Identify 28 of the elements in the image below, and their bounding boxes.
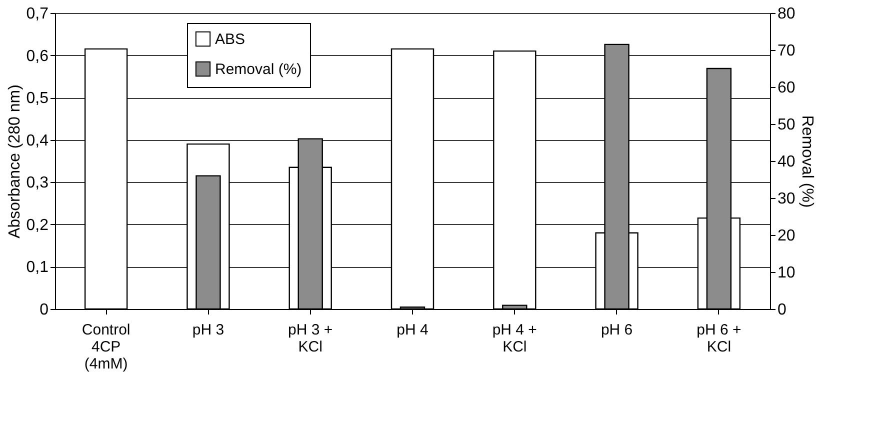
y-tick-label: 0,5 bbox=[26, 90, 49, 108]
legend-label: ABS bbox=[215, 31, 246, 48]
legend-label: Removal (%) bbox=[215, 61, 302, 78]
y-tick-label: 0,1 bbox=[26, 259, 49, 276]
x-tick-label: pH 6 bbox=[600, 322, 633, 338]
y2-tick-label: 40 bbox=[778, 154, 796, 170]
y-tick-label: 0,7 bbox=[26, 6, 49, 22]
y-tick-label: 0,3 bbox=[26, 174, 49, 192]
x-tick-label: Control 4CP (4mM) bbox=[82, 322, 130, 372]
y2-tick-label: 20 bbox=[778, 228, 796, 244]
x-tick-label: pH 6 + KCl bbox=[696, 322, 742, 356]
y2-tick-label: 60 bbox=[778, 80, 796, 96]
x-tick-label: pH 4 bbox=[396, 322, 428, 338]
y2-tick-label: 10 bbox=[778, 264, 796, 282]
y2-tick-label: 70 bbox=[778, 42, 796, 60]
y2-tick-label: 0 bbox=[778, 302, 786, 318]
y-tick-label: 0 bbox=[40, 302, 49, 318]
y-tick-label: 0,6 bbox=[26, 48, 49, 65]
y-axis-title: Absorbance (280 nm) bbox=[6, 84, 24, 238]
y2-axis-title: Removal (%) bbox=[798, 115, 816, 208]
y-tick-label: 0,4 bbox=[26, 132, 49, 150]
y2-tick-label: 80 bbox=[778, 6, 796, 22]
y2-tick-label: 50 bbox=[778, 116, 796, 134]
y2-tick-label: 30 bbox=[778, 190, 796, 208]
y-tick-label: 0,2 bbox=[26, 216, 49, 234]
x-tick-label: pH 3 bbox=[192, 322, 224, 338]
x-tick-label: pH 3 + KCl bbox=[288, 322, 333, 356]
x-tick-label: pH 4 + KCl bbox=[492, 322, 538, 356]
